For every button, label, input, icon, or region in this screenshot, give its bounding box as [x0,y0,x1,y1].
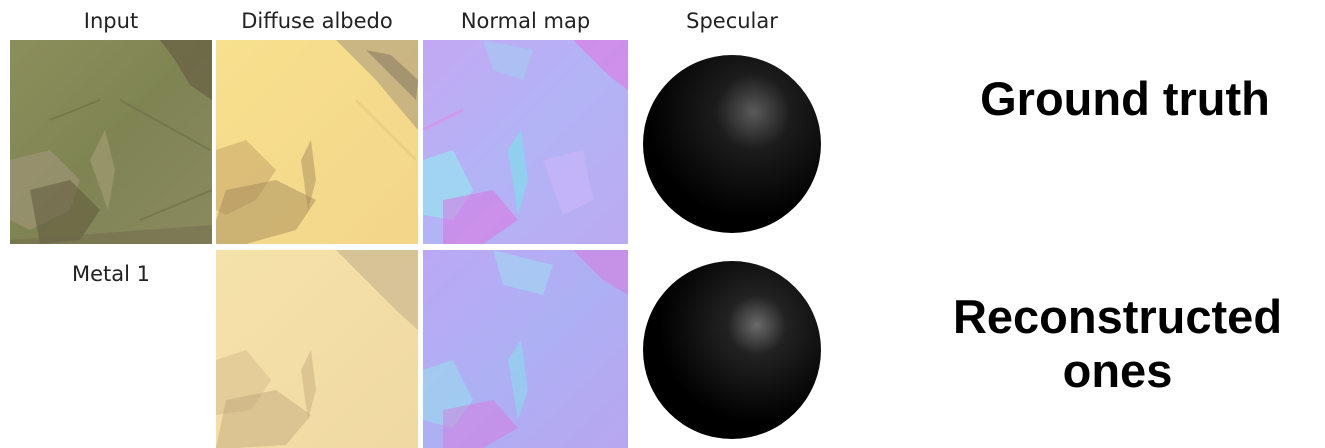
input-image [10,40,212,244]
column-header-diffuse-albedo: Diffuse albedo [241,9,393,33]
specular-sphere-reconstructed [642,260,822,440]
caption-reconstructed: Reconstructed [952,290,1283,343]
diffuse-albedo-reconstructed [216,250,418,448]
column-header-specular: Specular [686,9,778,33]
normal-map-ground-truth [423,40,628,244]
normal-map-reconstructed [423,250,628,448]
caption-ground-truth: Ground truth [980,72,1270,125]
specular-sphere-ground-truth [642,54,822,234]
diffuse-albedo-ground-truth [216,40,418,244]
caption-reconstructed-ones: ones [1062,344,1173,397]
column-header-normal-map: Normal map [460,9,591,33]
column-header-input: Input [83,9,139,33]
row-label: Metal 1 [71,262,150,286]
